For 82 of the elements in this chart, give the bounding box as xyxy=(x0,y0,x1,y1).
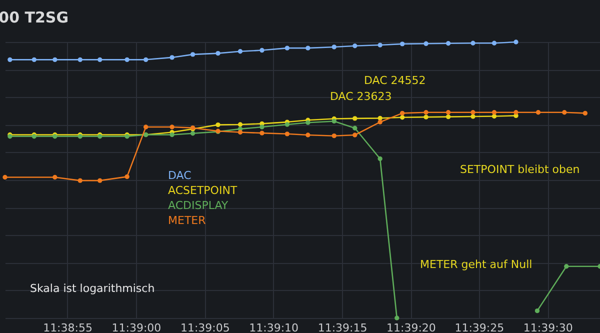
text: DAC xyxy=(168,169,192,182)
point xyxy=(446,110,451,115)
point xyxy=(534,308,540,314)
text: METER xyxy=(168,214,206,227)
point xyxy=(78,57,82,62)
text: ACDISPLAY xyxy=(168,199,228,212)
point xyxy=(394,316,400,320)
annotation: METER geht auf Null xyxy=(420,258,532,271)
point xyxy=(424,110,428,115)
point xyxy=(352,44,358,48)
point xyxy=(400,110,405,116)
point xyxy=(260,48,264,53)
point xyxy=(98,178,102,183)
point xyxy=(306,120,310,125)
point xyxy=(238,122,243,127)
point xyxy=(238,130,243,135)
annotation: SETPOINT bleibt oben xyxy=(460,163,580,176)
point xyxy=(260,130,264,136)
point xyxy=(470,40,476,46)
point xyxy=(352,116,358,121)
point xyxy=(378,42,382,48)
point xyxy=(8,57,12,62)
point xyxy=(536,110,541,115)
point xyxy=(514,40,518,44)
point xyxy=(260,124,264,130)
point xyxy=(144,124,148,130)
point xyxy=(470,114,476,119)
x-tick-label: 11:39:10 xyxy=(249,322,299,333)
point xyxy=(332,44,336,50)
point xyxy=(284,46,290,50)
point xyxy=(400,115,405,120)
point xyxy=(378,156,382,162)
point xyxy=(170,132,174,138)
x-tick-label: 11:39:20 xyxy=(386,322,436,333)
point xyxy=(124,57,130,62)
point xyxy=(446,114,451,120)
point xyxy=(562,110,567,115)
point xyxy=(332,118,336,124)
point xyxy=(470,110,476,115)
point xyxy=(514,110,518,115)
point xyxy=(352,132,358,138)
point xyxy=(52,57,58,62)
point xyxy=(424,114,428,120)
point xyxy=(170,55,174,60)
point xyxy=(582,110,588,116)
point xyxy=(306,132,310,138)
point xyxy=(144,57,148,62)
point xyxy=(492,110,497,115)
point xyxy=(78,178,82,183)
annotation: Skala ist logarithmisch xyxy=(30,282,155,295)
point xyxy=(98,57,102,62)
point xyxy=(238,49,243,54)
x-tick-label: 11:39:15 xyxy=(318,322,368,333)
point xyxy=(400,42,405,46)
point xyxy=(424,41,428,46)
point xyxy=(284,132,290,136)
point xyxy=(446,41,451,46)
point xyxy=(378,120,382,124)
x-tick-label: 11:39:25 xyxy=(454,322,504,333)
point xyxy=(216,122,220,128)
x-tick-label: 11:39:00 xyxy=(112,322,162,333)
text: ACSETPOINT xyxy=(168,184,238,197)
point xyxy=(216,50,220,56)
point xyxy=(492,114,497,119)
point xyxy=(332,134,336,138)
point xyxy=(32,57,36,62)
point xyxy=(352,126,358,130)
point xyxy=(492,40,497,46)
point xyxy=(190,52,196,57)
point xyxy=(306,46,310,50)
point xyxy=(170,124,174,130)
x-tick-label: 11:39:30 xyxy=(523,322,573,333)
point xyxy=(124,174,130,180)
point xyxy=(2,174,8,180)
x-tick-label: 11:39:05 xyxy=(180,322,230,333)
annotation: DAC 24552 xyxy=(364,74,426,87)
point xyxy=(564,264,569,269)
x-tick-label: 11:38:55 xyxy=(43,322,92,333)
point xyxy=(52,174,58,180)
annotation: DAC 23623 xyxy=(330,90,392,103)
point xyxy=(284,122,290,127)
point xyxy=(190,131,196,136)
